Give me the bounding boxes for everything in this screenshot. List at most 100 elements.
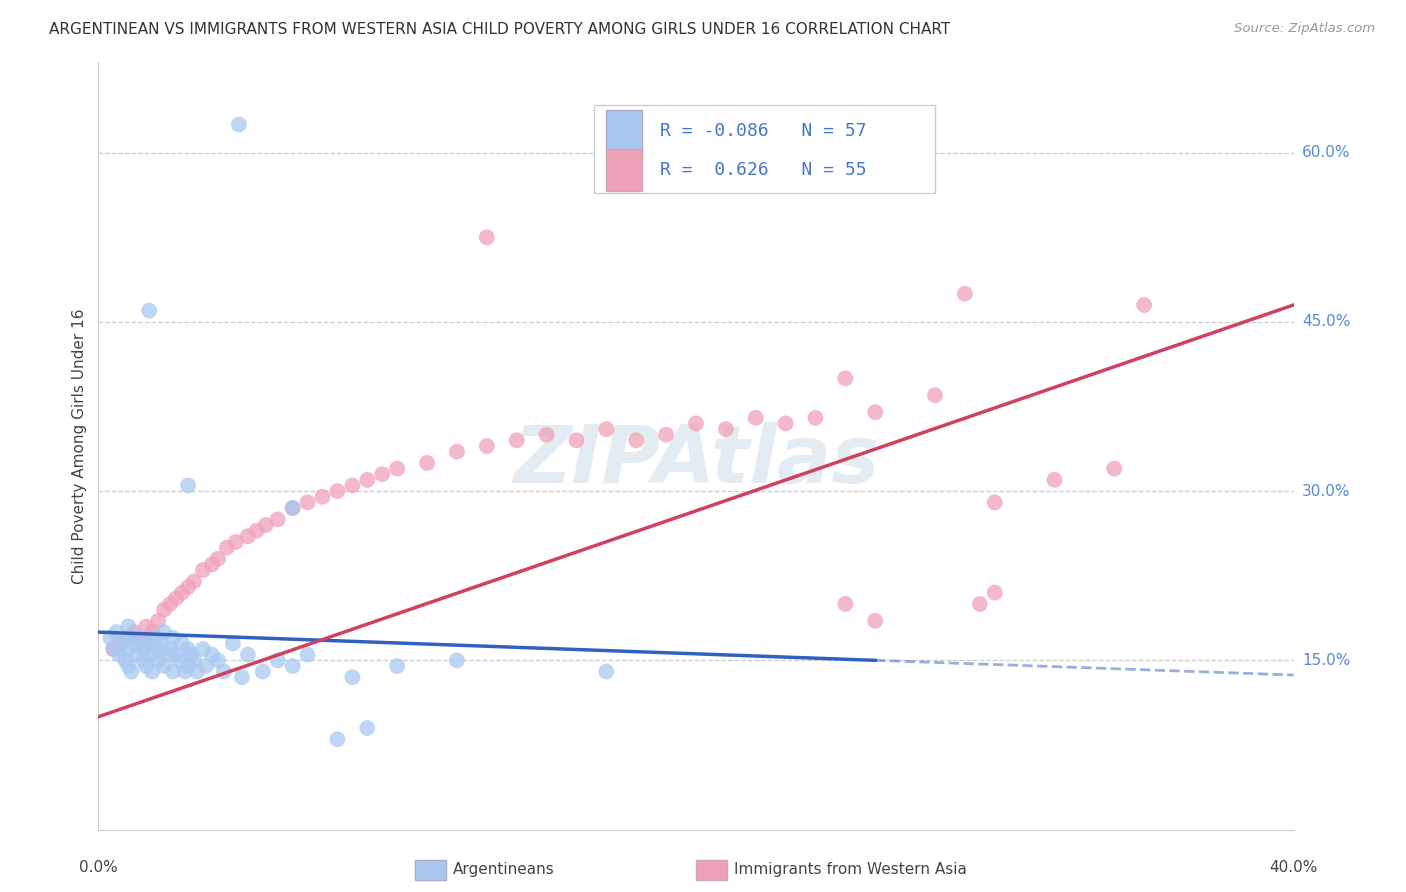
Point (191, 563, 214, 577)
Point (148, 642, 170, 657)
Point (201, 558, 224, 572)
Point (371, 467, 394, 482)
Point (132, 642, 155, 657)
Point (212, 665, 235, 679)
Point (108, 636, 131, 650)
Point (267, 512, 290, 526)
Point (834, 371, 856, 385)
Point (141, 625, 163, 640)
FancyBboxPatch shape (606, 111, 643, 153)
Point (177, 478, 200, 492)
Point (124, 636, 146, 650)
Point (183, 653, 205, 667)
Point (924, 388, 946, 402)
Point (117, 619, 139, 633)
Point (143, 631, 166, 645)
Point (177, 642, 200, 657)
FancyBboxPatch shape (595, 104, 935, 193)
Point (228, 118, 250, 132)
Point (969, 597, 991, 611)
Point (984, 495, 1007, 509)
Point (225, 535, 247, 549)
Text: 0.0%: 0.0% (79, 860, 118, 875)
Point (254, 518, 277, 533)
Point (685, 417, 707, 431)
Point (342, 478, 364, 492)
Text: Immigrants from Western Asia: Immigrants from Western Asia (734, 863, 967, 877)
Point (132, 653, 155, 667)
Point (141, 648, 163, 662)
Point (356, 721, 378, 735)
Point (595, 665, 617, 679)
Point (98, 631, 122, 645)
Text: 60.0%: 60.0% (1302, 145, 1350, 161)
Point (108, 648, 131, 662)
Point (342, 670, 364, 684)
Point (103, 642, 125, 657)
Point (446, 444, 468, 458)
Point (215, 541, 238, 555)
Point (655, 427, 678, 442)
Point (326, 484, 349, 499)
Text: R = -0.086   N = 57: R = -0.086 N = 57 (661, 122, 866, 140)
Point (177, 580, 200, 594)
Point (191, 642, 214, 657)
Point (138, 303, 160, 318)
Point (174, 665, 197, 679)
Text: Source: ZipAtlas.com: Source: ZipAtlas.com (1234, 22, 1375, 36)
Point (111, 636, 134, 650)
Point (120, 631, 142, 645)
Point (153, 602, 176, 616)
Text: 15.0%: 15.0% (1302, 653, 1350, 668)
Point (236, 529, 259, 543)
Point (159, 642, 181, 657)
Point (267, 653, 290, 667)
Point (446, 653, 468, 667)
Point (148, 614, 170, 628)
Point (141, 665, 163, 679)
Point (162, 665, 184, 679)
Point (172, 585, 194, 599)
FancyBboxPatch shape (606, 149, 643, 191)
Point (745, 410, 768, 425)
Point (150, 636, 173, 650)
Point (129, 631, 152, 645)
Point (148, 653, 170, 667)
Point (127, 648, 149, 662)
Point (105, 625, 128, 640)
Point (138, 636, 160, 650)
Point (207, 653, 229, 667)
Point (165, 591, 187, 606)
Point (953, 286, 976, 301)
Point (180, 648, 202, 662)
Point (475, 439, 498, 453)
Point (103, 642, 125, 657)
Point (252, 665, 274, 679)
Text: 30.0%: 30.0% (1302, 483, 1350, 499)
Point (626, 434, 648, 448)
Point (159, 597, 181, 611)
Point (326, 732, 349, 747)
Point (222, 636, 245, 650)
Point (153, 625, 176, 640)
Point (565, 434, 588, 448)
Point (297, 495, 319, 509)
Point (117, 631, 139, 645)
Point (385, 461, 409, 475)
Point (506, 434, 529, 448)
Point (183, 574, 205, 589)
Point (984, 585, 1007, 599)
Point (236, 648, 259, 662)
Point (281, 501, 304, 516)
Point (117, 642, 139, 657)
Point (536, 427, 558, 442)
Point (162, 631, 184, 645)
Point (132, 636, 155, 650)
Point (775, 417, 797, 431)
Point (804, 410, 827, 425)
Point (595, 422, 617, 436)
Point (195, 659, 218, 673)
Point (186, 665, 208, 679)
Text: ARGENTINEAN VS IMMIGRANTS FROM WESTERN ASIA CHILD POVERTY AMONG GIRLS UNDER 16 C: ARGENTINEAN VS IMMIGRANTS FROM WESTERN A… (49, 22, 950, 37)
Point (135, 619, 157, 633)
